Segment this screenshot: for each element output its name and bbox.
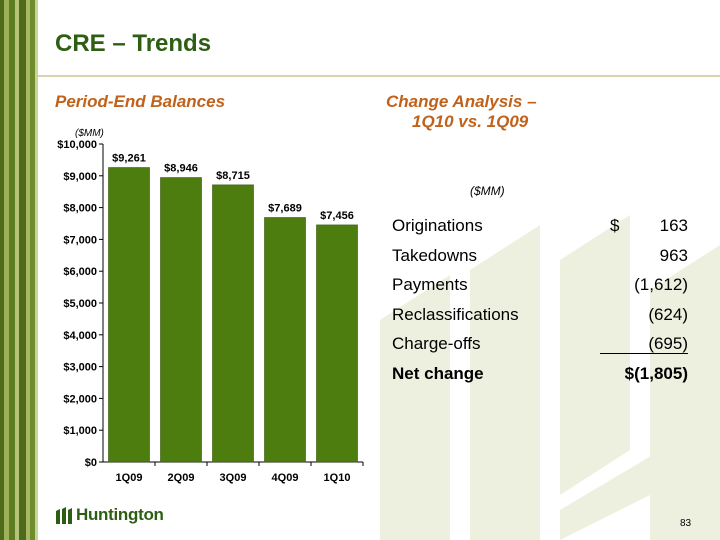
y-tick-label: $0 — [85, 457, 97, 469]
row-label: Reclassifications — [392, 304, 519, 324]
period-end-balances-heading: Period-End Balances — [55, 92, 226, 111]
row-value: (695) — [648, 334, 688, 353]
row-label: Payments — [392, 275, 468, 294]
x-tick-label: 1Q09 — [116, 472, 143, 484]
bar — [212, 184, 254, 463]
row-label: Charge-offs — [392, 334, 481, 353]
huntington-logo: Huntington — [56, 505, 164, 525]
slide-title: CRE – Trends — [55, 30, 212, 57]
y-tick-label: $6,000 — [63, 266, 97, 278]
change-analysis-table: Originations $163 Takedowns 963 Payments (1,6… — [392, 212, 692, 389]
table-row: Takedowns 963 — [392, 242, 692, 272]
table-unit-label: ($MM) — [470, 184, 505, 198]
y-tick-label: $5,000 — [63, 298, 97, 310]
logo-text: Huntington — [76, 505, 164, 524]
table-row: Originations $163 — [392, 212, 692, 242]
y-tick-label: $3,000 — [63, 362, 97, 374]
row-value: $(1,805) — [624, 363, 688, 383]
x-tick-label: 1Q10 — [324, 472, 351, 484]
x-tick-label: 4Q09 — [272, 472, 299, 484]
row-value: (1,612) — [634, 275, 688, 294]
y-tick-label: $7,000 — [63, 234, 97, 246]
table-row: Payments (1,612) — [392, 271, 692, 301]
bar — [316, 224, 358, 463]
y-tick-label: $10,000 — [57, 139, 97, 151]
bar-data-label: $7,689 — [268, 202, 302, 214]
page-number: 83 — [680, 518, 692, 529]
bar — [160, 177, 202, 463]
table-row: Charge-offs (695) — [392, 330, 692, 360]
x-tick-label: 2Q09 — [168, 472, 195, 484]
bar — [264, 217, 306, 463]
row-currency: $ — [610, 216, 620, 235]
bar-data-label: $8,715 — [216, 170, 250, 182]
change-analysis-heading: Change Analysis – 1Q10 vs. 1Q09 — [386, 92, 537, 132]
change-analysis-heading-line1: Change Analysis – — [386, 92, 537, 111]
row-label: Takedowns — [392, 245, 478, 265]
bar-data-label: $9,261 — [112, 153, 146, 165]
y-tick-label: $9,000 — [63, 171, 97, 183]
row-value: 163 — [659, 216, 688, 235]
x-tick-label: 3Q09 — [220, 472, 247, 484]
table-row: Net change $(1,805) — [392, 360, 692, 390]
chart-unit-label: ($MM) — [75, 128, 104, 139]
watermark-graphic — [380, 215, 720, 540]
row-label: Net change — [392, 363, 484, 383]
row-label: Originations — [392, 216, 483, 235]
huntington-logo-icon — [56, 507, 72, 524]
balances-bar-chart: ($MM) $0 $1,000 $2,000 $3,000 $4,000 $5,000 $6,… — [57, 128, 364, 484]
bar-data-label: $7,456 — [320, 210, 354, 222]
change-analysis-heading-line2: 1Q10 vs. 1Q09 — [412, 112, 529, 131]
bar — [108, 167, 150, 463]
sum-underline — [600, 353, 688, 354]
y-tick-label: $8,000 — [63, 203, 97, 215]
bar-data-label: $8,946 — [164, 163, 198, 175]
left-stripe-decoration — [0, 0, 38, 540]
table-row: Reclassifications (624) — [392, 301, 692, 331]
row-value: (624) — [648, 304, 688, 324]
y-tick-label: $4,000 — [63, 330, 97, 342]
title-divider — [38, 75, 720, 77]
y-tick-label: $1,000 — [63, 425, 97, 437]
y-tick-label: $2,000 — [63, 393, 97, 405]
row-value: 963 — [659, 245, 688, 265]
